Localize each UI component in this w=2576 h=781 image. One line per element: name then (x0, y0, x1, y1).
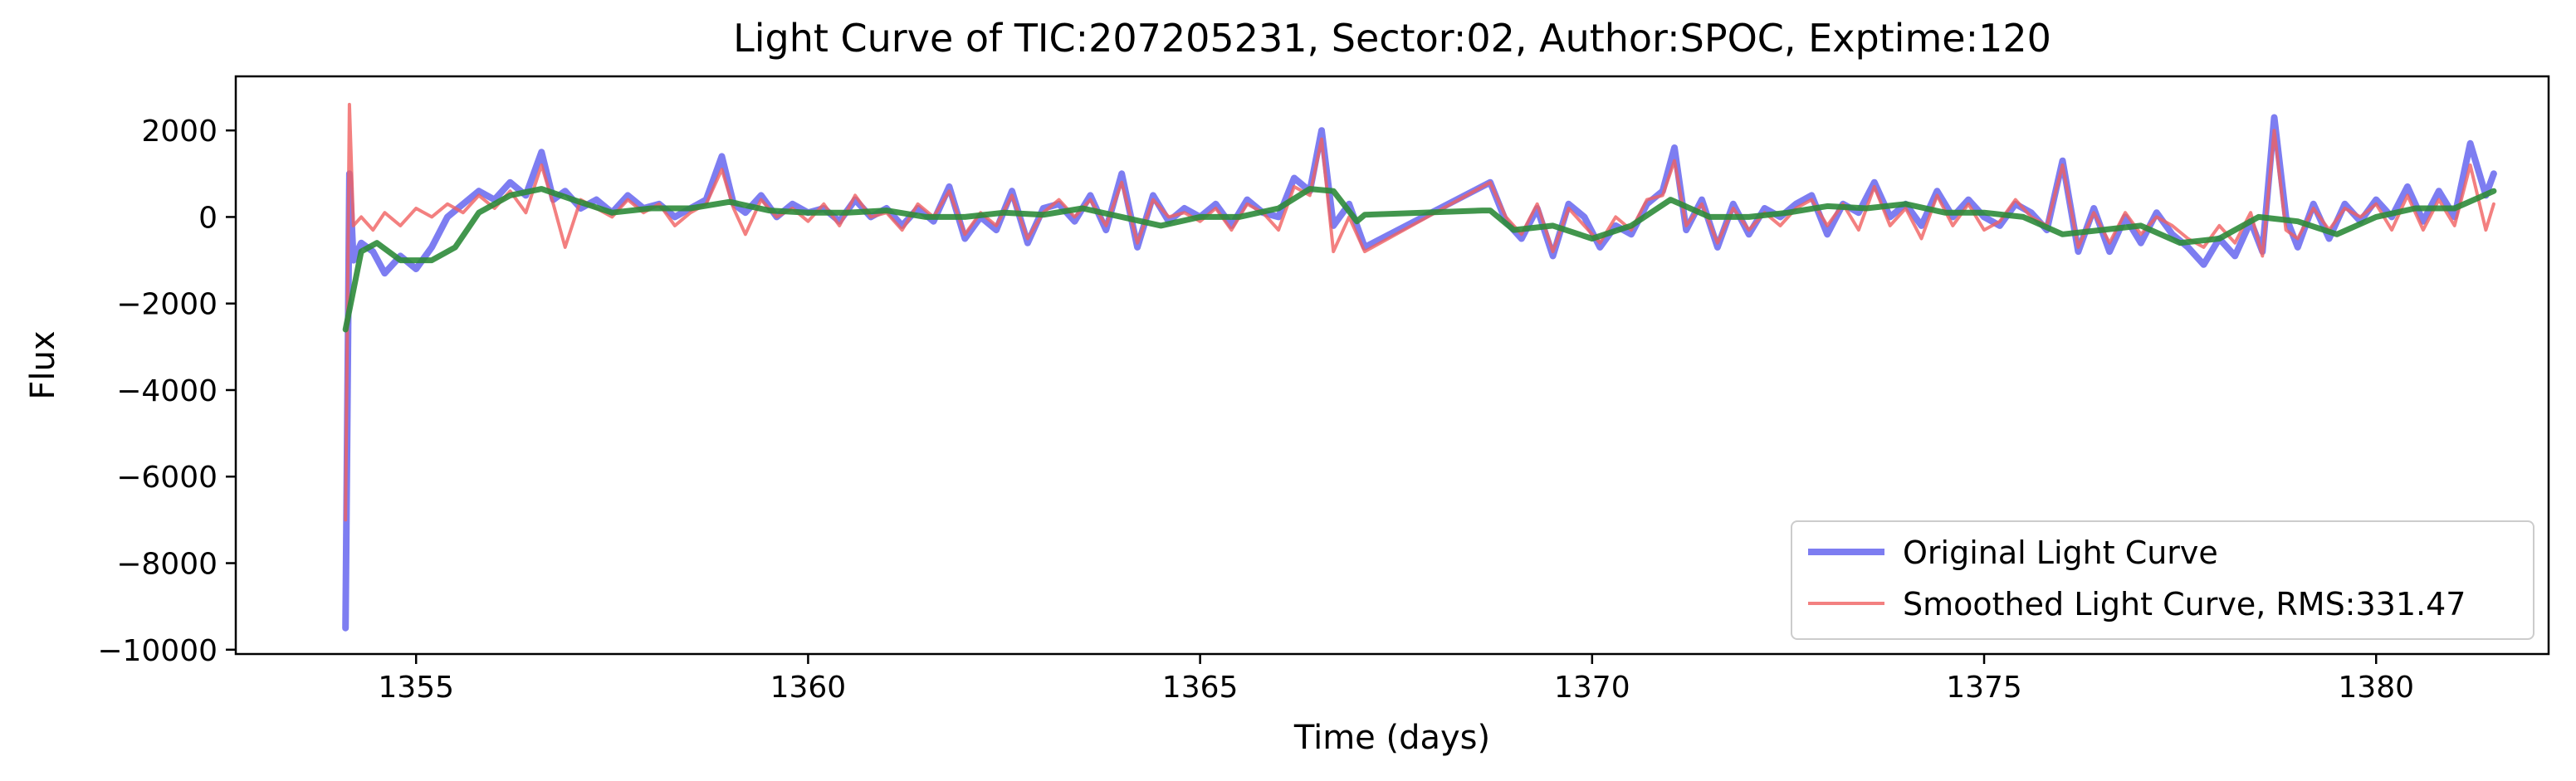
x-axis-label: Time (days) (1293, 719, 1490, 757)
y-tick-label: −4000 (116, 374, 218, 408)
x-tick-label: 1370 (1554, 671, 1630, 705)
y-tick-label: −10000 (97, 634, 218, 668)
plot-frame (234, 75, 2550, 656)
trend-line (342, 186, 2497, 333)
x-tick-label: 1360 (770, 671, 847, 705)
plot-area (234, 75, 2550, 656)
chart-title: Light Curve of TIC:207205231, Sector:02,… (733, 16, 2051, 61)
x-tick-label: 1355 (378, 671, 454, 705)
smoothed-light-curve-line (344, 102, 2495, 522)
x-tick-label: 1380 (2338, 671, 2414, 705)
y-tick-label: −6000 (116, 461, 218, 495)
legend-label-smoothed: Smoothed Light Curve, RMS:331.47 (1903, 586, 2466, 622)
legend-label-original: Original Light Curve (1903, 534, 2218, 571)
y-tick-label: −8000 (116, 548, 218, 582)
x-tick-label: 1365 (1162, 671, 1239, 705)
x-axis-ticks: 1355 1360 1365 1370 1375 1380 (378, 654, 2414, 705)
series-layer (342, 102, 2497, 632)
y-axis-label: Flux (24, 330, 62, 399)
y-tick-label: 2000 (141, 115, 218, 149)
y-axis-ticks: 2000 0 −2000 −4000 −6000 −8000 −10000 (97, 115, 236, 668)
y-tick-label: 0 (198, 201, 218, 235)
legend-box (1791, 520, 2534, 640)
y-tick-label: −2000 (116, 288, 218, 322)
x-tick-label: 1375 (1946, 671, 2022, 705)
legend: Original Light Curve Smoothed Light Curv… (1791, 520, 2534, 640)
